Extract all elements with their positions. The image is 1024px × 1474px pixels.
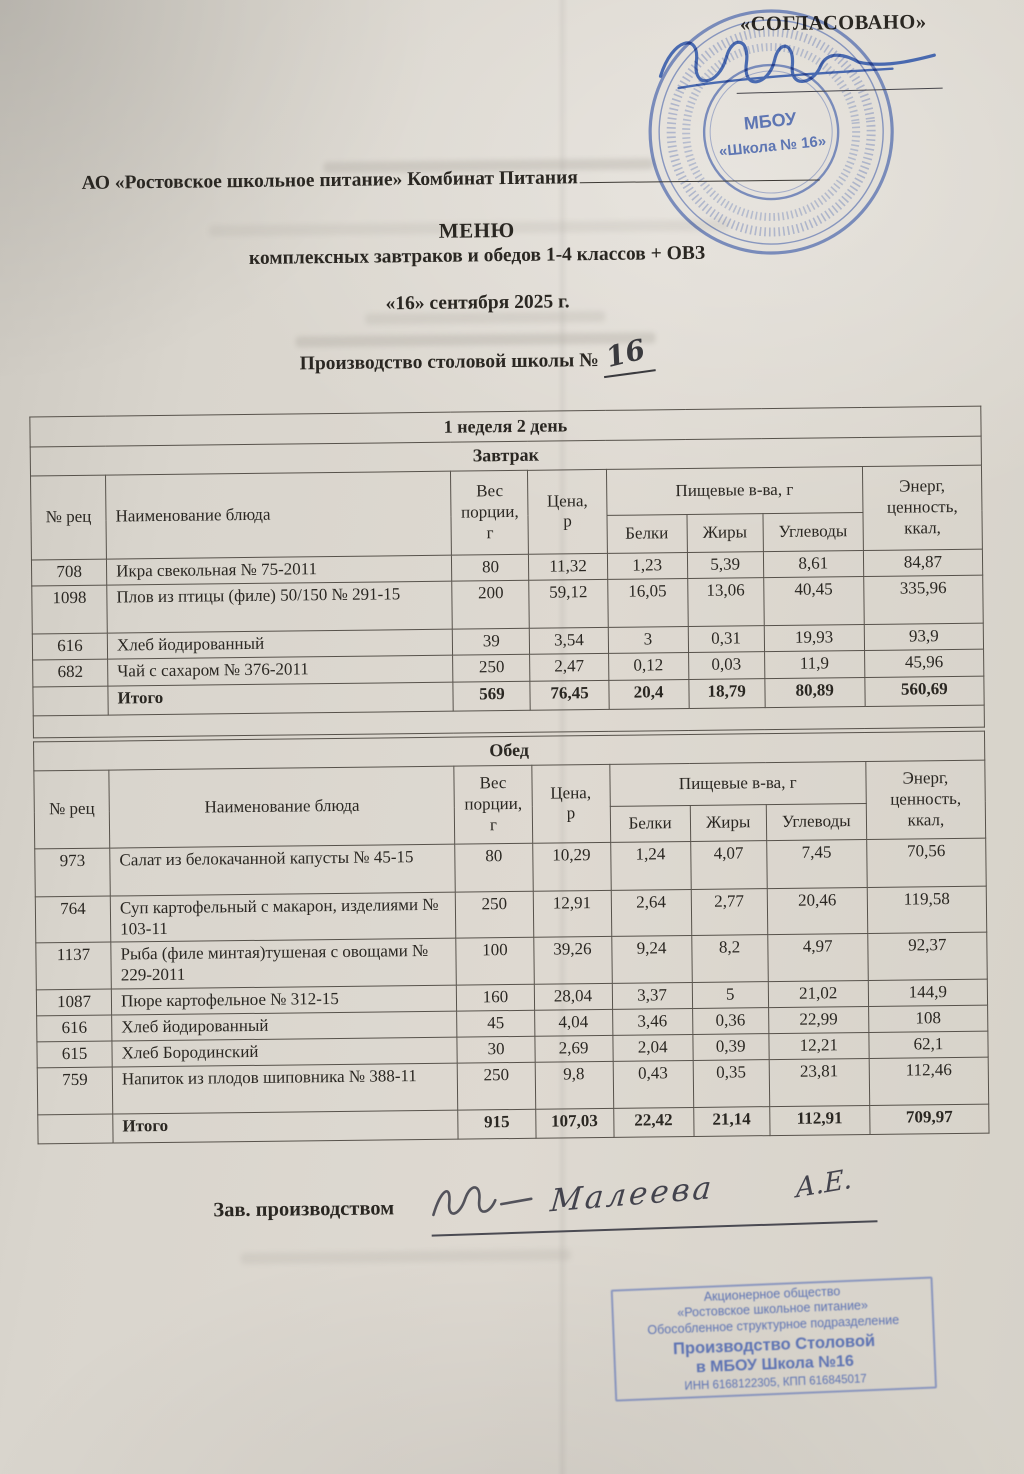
manager-signature-name: Малеева bbox=[548, 1169, 716, 1220]
col-header-price: Цена, р bbox=[527, 469, 607, 555]
col-header-carbs: Углеводы bbox=[762, 512, 864, 552]
col-header-fat: Жиры bbox=[686, 513, 764, 553]
lunch-table: Обед № рец Наименование блюда Вес порции… bbox=[33, 730, 990, 1145]
rect-company-stamp: Акционерное общество «Ростовское школьно… bbox=[610, 1276, 938, 1402]
col-header-energy: Энерг, ценность, ккал, bbox=[862, 465, 983, 551]
col-header-price: Цена, р bbox=[531, 764, 611, 844]
production-line: Производство столовой школы № 16 bbox=[0, 333, 961, 380]
manager-signature-initials: А.Е. bbox=[795, 1163, 853, 1205]
col-header-nutrients: Пищевые в-ва, г bbox=[606, 466, 863, 516]
col-header-num: № рец bbox=[33, 770, 110, 849]
col-header-protein: Белки bbox=[609, 805, 691, 843]
col-header-name: Наименование блюда bbox=[105, 471, 452, 560]
col-header-energy: Энерг, ценность, ккал, bbox=[865, 760, 986, 840]
blank-underline bbox=[579, 161, 820, 184]
breakfast-table: 1 неделя 2 день Завтрак № рец Наименован… bbox=[29, 405, 985, 739]
organization-text: АО «Ростовское школьное питание» Комбина… bbox=[81, 167, 579, 194]
round-school-stamp: МБОУ «Школа № 16» bbox=[648, 9, 894, 255]
handwritten-school-number: 16 bbox=[603, 333, 657, 379]
col-header-name: Наименование блюда bbox=[108, 766, 456, 849]
col-header-weight: Вес порции, г bbox=[450, 470, 529, 556]
stamp-org-type: МБОУ bbox=[743, 108, 798, 133]
col-header-carbs: Углеводы bbox=[766, 803, 867, 841]
production-manager-label: Зав. производством bbox=[213, 1197, 395, 1222]
production-label: Производство столовой школы № bbox=[299, 349, 599, 375]
stamp-org-name: «Школа № 16» bbox=[718, 133, 827, 160]
col-header-num: № рец bbox=[30, 475, 107, 560]
col-header-fat: Жиры bbox=[689, 804, 767, 842]
manager-signature-scribble bbox=[432, 1186, 533, 1217]
col-header-nutrients: Пищевые в-ва, г bbox=[609, 761, 867, 807]
bleedthrough-artifact bbox=[240, 1249, 571, 1265]
approval-signature bbox=[658, 40, 936, 90]
col-header-weight: Вес порции, г bbox=[454, 765, 533, 845]
col-header-protein: Белки bbox=[606, 514, 688, 554]
